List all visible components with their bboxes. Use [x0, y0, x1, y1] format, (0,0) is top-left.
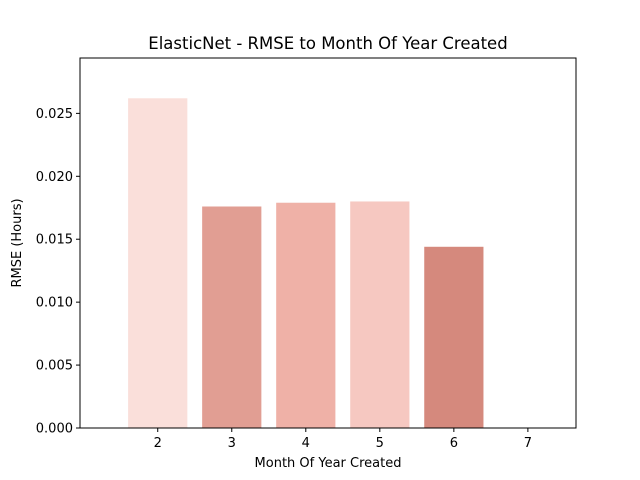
- x-axis-title: Month Of Year Created: [255, 456, 402, 471]
- x-tick-label: 3: [228, 436, 236, 451]
- bar-month-3: [202, 206, 262, 428]
- bars-group: [128, 98, 484, 429]
- y-axis-title: RMSE (Hours): [10, 198, 25, 287]
- chart-title: ElasticNet - RMSE to Month Of Year Creat…: [148, 34, 507, 53]
- bar-month-4: [276, 202, 336, 428]
- y-axis: 0.000 0.005 0.010 0.015 0.020 0.025: [36, 107, 80, 437]
- y-tick-label: 0.005: [36, 359, 73, 374]
- x-tick-label: 5: [376, 436, 384, 451]
- x-tick-label: 4: [302, 436, 310, 451]
- bar-month-2: [128, 98, 188, 429]
- x-tick-label: 7: [524, 436, 532, 451]
- y-tick-label: 0.015: [36, 233, 73, 248]
- y-tick-label: 0.000: [36, 422, 73, 437]
- x-tick-label: 6: [450, 436, 458, 451]
- bar-month-6: [424, 246, 484, 428]
- y-tick-label: 0.020: [36, 170, 73, 185]
- x-tick-label: 2: [154, 436, 162, 451]
- plot-frame: [79, 57, 577, 429]
- bar-month-5: [350, 201, 410, 428]
- x-axis: 2 3 4 5 6 7: [154, 428, 532, 451]
- y-tick-label: 0.010: [36, 296, 73, 311]
- y-tick-label: 0.025: [36, 107, 73, 122]
